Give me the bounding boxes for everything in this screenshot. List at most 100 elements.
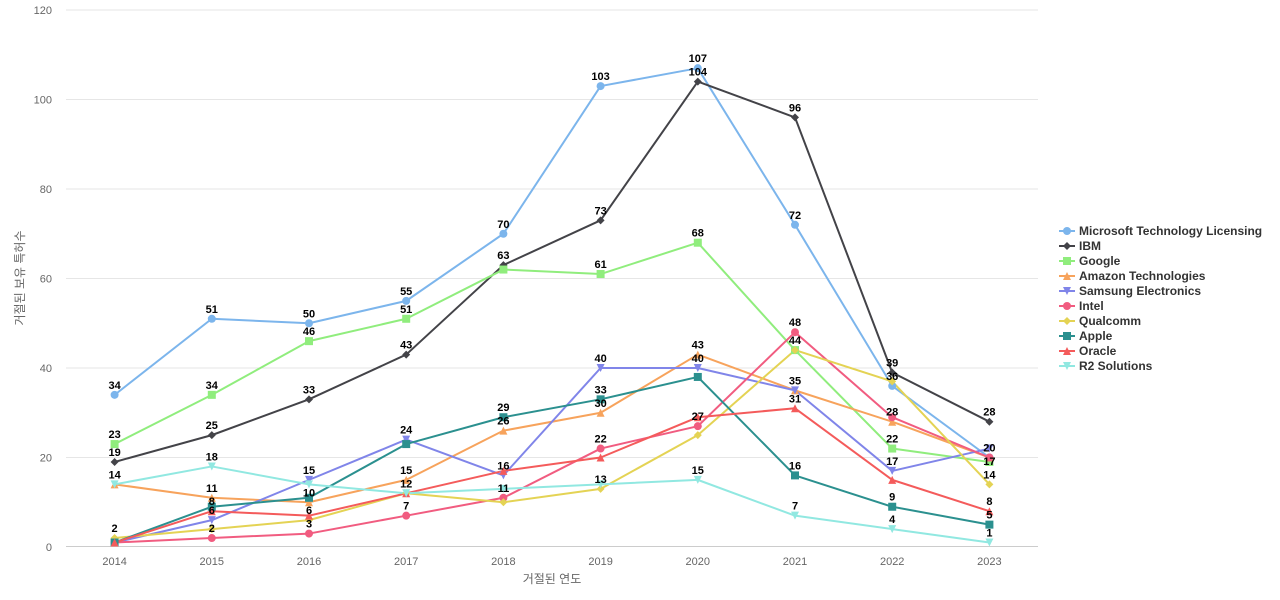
data-label: 22	[594, 434, 606, 446]
data-point	[305, 511, 313, 520]
legend-label: Microsoft Technology Licensing	[1079, 224, 1262, 238]
data-label: 16	[789, 460, 801, 472]
data-label: 23	[108, 429, 120, 441]
data-label: 7	[792, 501, 798, 513]
legend-item[interactable]: Intel	[1059, 299, 1104, 313]
data-point	[207, 431, 216, 440]
legend-item[interactable]: Amazon Technologies	[1059, 269, 1206, 283]
data-point	[596, 82, 605, 91]
data-point	[305, 475, 313, 484]
data-label: 6	[209, 505, 215, 517]
legend-marker	[1063, 287, 1071, 295]
data-point	[499, 229, 508, 238]
legend-marker	[1063, 362, 1071, 370]
legend-item[interactable]: IBM	[1059, 239, 1101, 253]
x-tick-label: 2016	[297, 556, 321, 568]
x-tick-label: 2019	[588, 556, 612, 568]
data-label: 63	[497, 250, 509, 262]
data-point	[888, 466, 897, 475]
data-point	[985, 507, 994, 516]
series-line[interactable]	[114, 349, 991, 540]
data-point	[791, 386, 799, 395]
data-point	[888, 417, 897, 426]
data-label: 17	[983, 456, 995, 468]
data-point	[402, 475, 411, 484]
data-label: 34	[206, 380, 219, 392]
series-line[interactable]	[113, 67, 990, 459]
legend-item[interactable]: Microsoft Technology Licensing	[1059, 224, 1262, 238]
data-label: 40	[594, 353, 606, 365]
data-point	[693, 238, 702, 247]
data-point	[207, 502, 216, 511]
data-label: 1	[986, 528, 992, 540]
data-label: 70	[497, 219, 509, 231]
legend-item[interactable]: Samsung Electronics	[1059, 284, 1201, 298]
data-point	[207, 493, 216, 502]
data-label: 11	[498, 483, 510, 495]
data-label: 24	[400, 425, 413, 437]
data-point	[499, 466, 508, 475]
data-point	[110, 390, 119, 399]
data-point	[402, 511, 411, 520]
legend-item[interactable]: R2 Solutions	[1059, 359, 1153, 373]
data-label: 20	[983, 443, 995, 455]
legend-item[interactable]: Oracle	[1059, 344, 1117, 358]
data-point	[207, 462, 216, 471]
data-label: 35	[789, 375, 801, 387]
series-line[interactable]	[114, 80, 990, 463]
data-point	[888, 502, 897, 511]
data-label: 22	[886, 434, 898, 446]
series-line[interactable]	[114, 331, 990, 544]
data-label: 39	[886, 357, 898, 369]
y-tick-label: 20	[40, 453, 52, 465]
data-label: 18	[206, 451, 218, 463]
legend-label: Qualcomm	[1079, 314, 1141, 328]
data-label: 16	[497, 460, 509, 472]
data-point	[693, 413, 702, 422]
data-point	[596, 364, 605, 372]
data-label: 31	[789, 393, 801, 405]
legend-item[interactable]: Qualcomm	[1059, 314, 1141, 328]
series-line[interactable]	[114, 367, 990, 544]
data-point	[985, 417, 994, 426]
x-tick-label: 2020	[686, 556, 710, 568]
data-label: 26	[497, 416, 509, 428]
legend-item[interactable]: Google	[1059, 254, 1121, 268]
data-point	[985, 453, 994, 462]
legend-marker	[1063, 317, 1071, 325]
data-label: 107	[689, 53, 707, 65]
data-label: 51	[206, 304, 218, 316]
data-label: 13	[594, 474, 606, 486]
data-point	[499, 426, 508, 435]
legend-marker	[1063, 227, 1071, 235]
data-point	[305, 493, 313, 502]
data-label: 73	[594, 205, 606, 217]
legend-marker	[1063, 242, 1071, 250]
data-point	[596, 453, 605, 462]
y-tick-label: 120	[34, 5, 52, 17]
legend-marker	[1063, 272, 1071, 280]
data-labels: 3423191425134251811862504633151063555143…	[108, 53, 996, 539]
data-point	[402, 440, 411, 449]
data-label: 27	[692, 411, 704, 423]
y-axis-ticks: 0 20 40 60 80 100 120	[34, 5, 52, 554]
data-label: 61	[594, 259, 606, 271]
data-point	[110, 480, 119, 489]
data-label: 43	[400, 340, 412, 352]
data-label: 7	[403, 501, 409, 513]
data-label: 10	[303, 487, 315, 499]
series-line[interactable]	[114, 241, 990, 463]
data-label: 104	[689, 67, 708, 79]
data-point	[305, 395, 313, 404]
series-line[interactable]	[114, 407, 990, 544]
legend-label: Oracle	[1079, 344, 1117, 358]
data-point	[207, 525, 216, 534]
data-point	[791, 346, 799, 355]
series-line[interactable]	[114, 375, 990, 544]
y-axis-title: 거절된 보유 특허수	[13, 231, 27, 326]
data-point	[499, 265, 508, 274]
legend-item[interactable]: Apple	[1059, 329, 1113, 343]
data-point	[791, 220, 799, 229]
data-label: 50	[303, 308, 315, 320]
series-line[interactable]	[114, 465, 990, 544]
